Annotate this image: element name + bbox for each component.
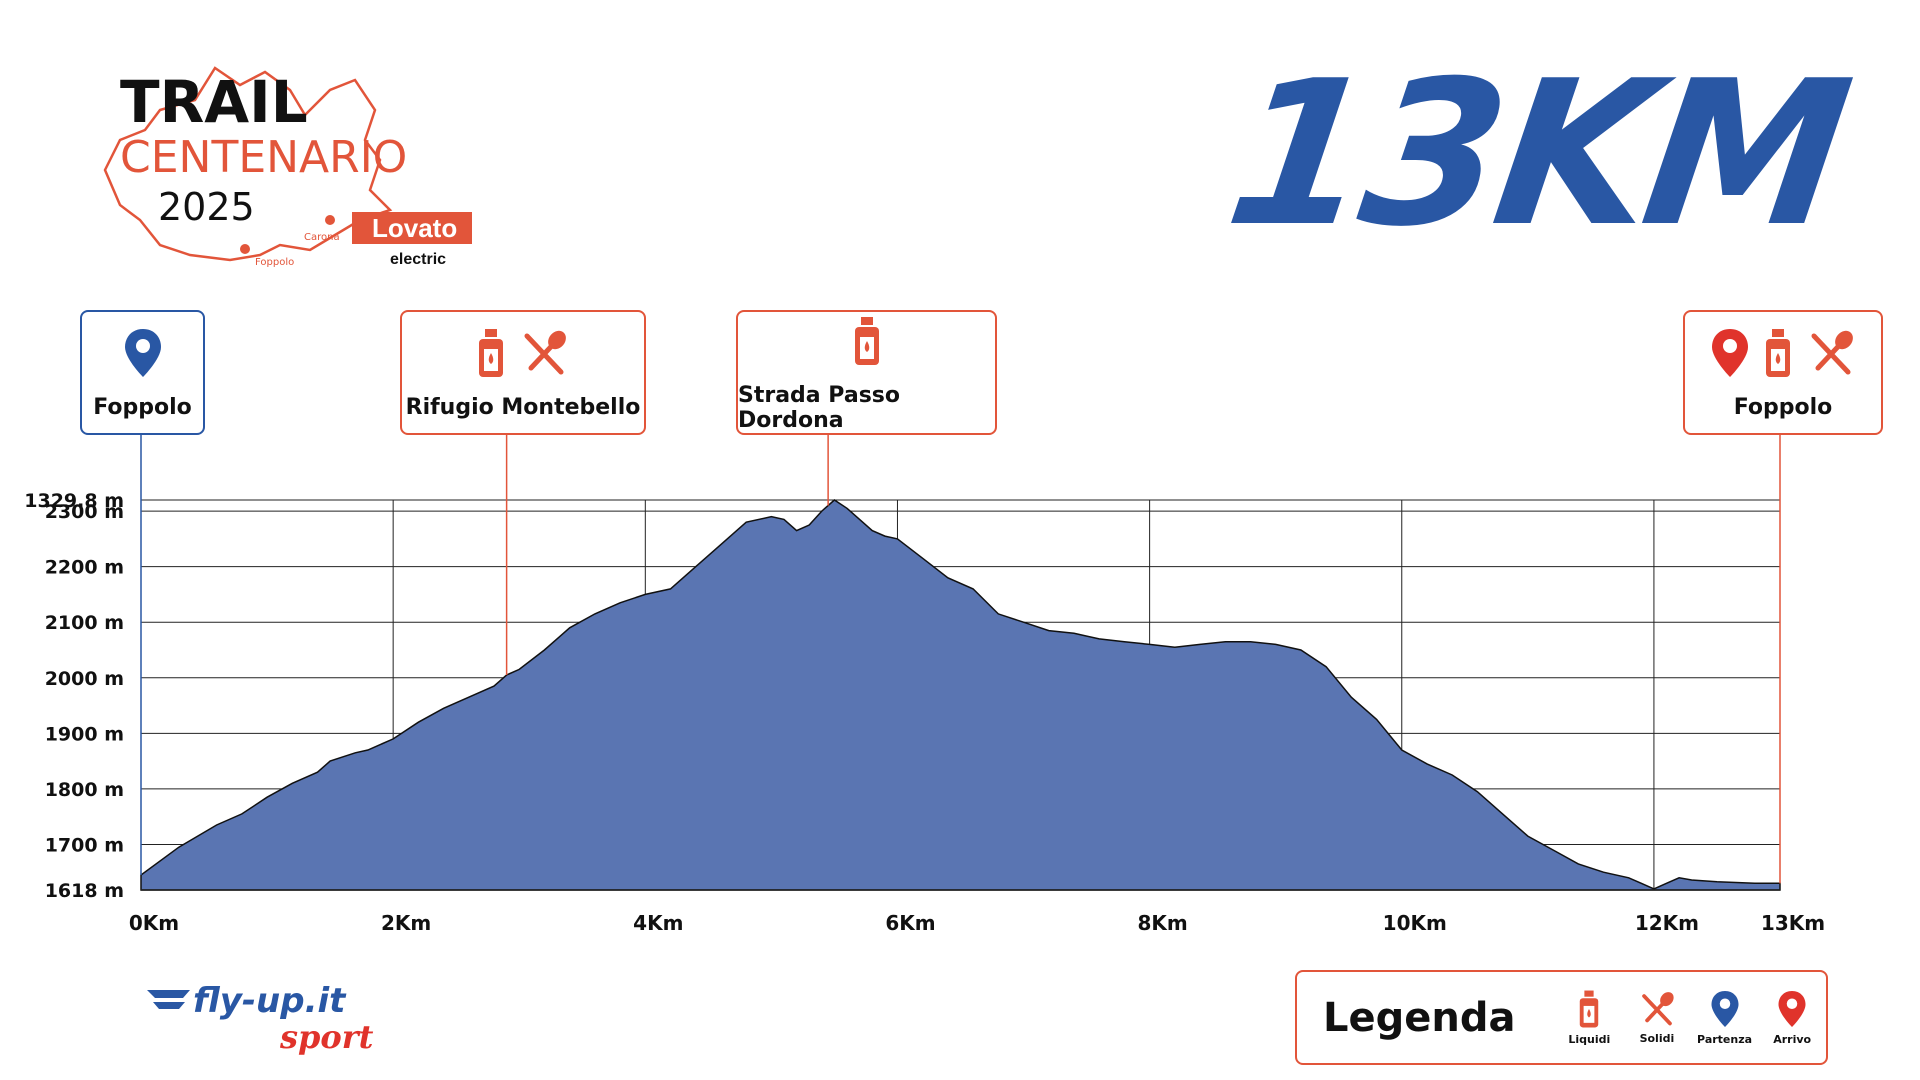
legend-item-arrivo: Arrivo — [1758, 989, 1826, 1046]
y-tick-label: 1900 m — [45, 723, 124, 745]
legend-item-label: Partenza — [1697, 1033, 1753, 1046]
waypoint-card-start: Foppolo — [80, 310, 205, 435]
legend-item-label: Liquidi — [1568, 1033, 1611, 1046]
sponsor-sub: electric — [390, 251, 446, 268]
start-pin-icon — [1711, 991, 1739, 1027]
legend-item-partenza: Partenza — [1691, 989, 1759, 1046]
flyup-brand-text: fly-up.it — [193, 981, 347, 1021]
sponsor-name: Lovato — [372, 213, 457, 243]
waypoint-label: Foppolo — [1733, 395, 1833, 420]
waypoint-label: Strada Passo Dordona — [738, 382, 900, 433]
x-tick-label: 12Km — [1635, 911, 1699, 935]
y-tick-label: 2000 m — [45, 668, 124, 690]
y-tick-label: 1329.8 m — [24, 490, 124, 512]
x-tick-label: 0Km — [129, 911, 179, 935]
waypoint-card-finish: Foppolo — [1683, 310, 1883, 435]
legend-item-label: Arrivo — [1773, 1033, 1812, 1046]
distance-title: 13KM — [1215, 38, 1857, 271]
carona-dot-icon — [325, 215, 335, 225]
bottle-icon — [1766, 329, 1790, 377]
elevation-area — [140, 499, 1781, 891]
waypoint-label: Foppolo — [93, 395, 192, 420]
legend-box: Legenda Liquidi Solidi — [1295, 970, 1828, 1065]
legend-item-label: Solidi — [1639, 1032, 1675, 1045]
waypoint-card-rifugio: Rifugio Montebello — [400, 310, 646, 435]
fork-spoon-icon — [1642, 992, 1674, 1026]
x-tick-label: 8Km — [1137, 911, 1187, 935]
x-tick-label: 10Km — [1383, 911, 1447, 935]
logo-place-foppolo: Foppolo — [255, 257, 294, 268]
sponsor-badge — [352, 212, 472, 244]
y-tick-label: 1800 m — [45, 779, 124, 801]
y-tick-label: 2300 m — [45, 501, 124, 523]
y-tick-label: 2200 m — [45, 557, 124, 579]
x-tick-label: 13Km — [1761, 911, 1825, 935]
logo-trail-text: TRAIL — [120, 68, 308, 136]
logo-centenario-text: CENTENARIO — [120, 132, 407, 183]
y-tick-label: 1700 m — [45, 834, 124, 856]
legend-title: Legenda — [1323, 994, 1516, 1041]
waypoint-label: Rifugio Montebello — [405, 395, 641, 420]
flyup-sub-text: sport — [279, 1018, 374, 1056]
trail-centenario-logo: TRAIL CENTENARIO 2025 Carona Foppolo Lov… — [103, 66, 472, 268]
y-tick-label: 2100 m — [45, 612, 124, 634]
legend-item-liquidi: Liquidi — [1555, 989, 1623, 1046]
fork-spoon-icon — [1811, 330, 1853, 375]
fork-spoon-icon — [524, 330, 566, 375]
logo-place-carona: Carona — [304, 232, 340, 243]
finish-pin-icon — [1778, 991, 1806, 1027]
start-pin-icon — [124, 329, 161, 377]
foppolo-dot-icon — [240, 244, 250, 254]
logo-year-text: 2025 — [158, 185, 255, 229]
y-tick-label: 1618 m — [45, 880, 124, 902]
x-tick-label: 4Km — [633, 911, 683, 935]
finish-pin-icon — [1712, 329, 1748, 377]
waypoint-card-passo: Strada Passo Dordona — [736, 310, 997, 435]
bottle-icon — [479, 329, 503, 377]
bottle-icon — [1580, 990, 1599, 1028]
wing-icon — [147, 990, 190, 1009]
bottle-icon — [854, 316, 879, 365]
x-tick-label: 6Km — [885, 911, 935, 935]
legend-item-solidi: Solidi — [1623, 990, 1691, 1045]
flyup-sport-logo: fly-up.it sport — [147, 981, 374, 1056]
x-tick-label: 2Km — [381, 911, 431, 935]
